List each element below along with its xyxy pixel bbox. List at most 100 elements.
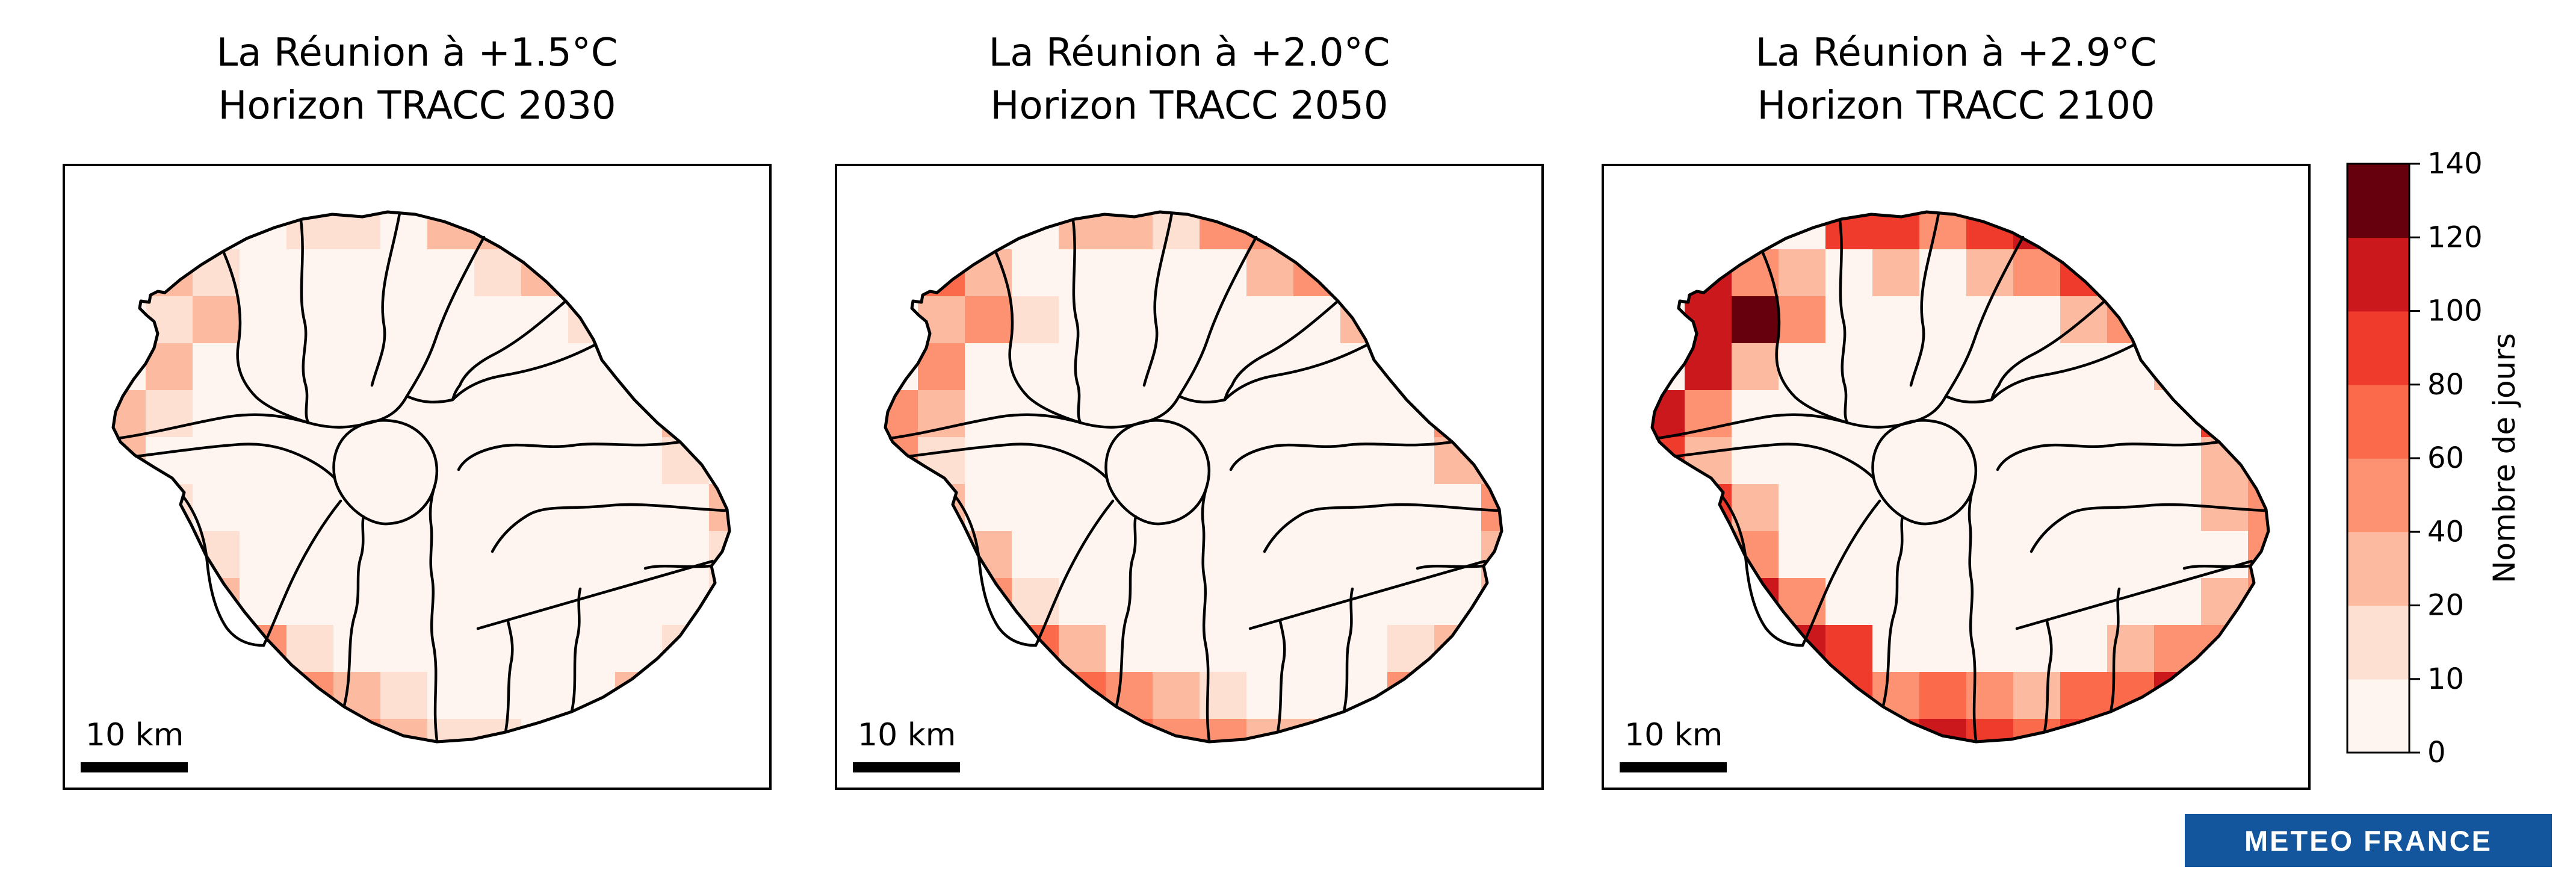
commune-boundary [643,564,713,570]
raster-cell [568,249,615,296]
panel-3-title: La Réunion à +2.9°C Horizon TRACC 2100 [1602,26,2311,132]
commune-boundary [1944,394,1993,404]
raster-cell [1012,672,1059,719]
scalebar-label: 10 km [85,717,184,753]
raster-cell [1919,212,1966,249]
raster-cell [2154,672,2201,719]
raster-cell [1732,578,1779,625]
raster-cell [2013,719,2060,742]
map-panel-2050: 10 km [835,164,1544,790]
raster-cell [2248,578,2268,625]
commune-boundary [370,211,401,387]
commune-boundary [1177,394,1227,404]
raster-cell [1481,437,1502,484]
raster-cell [1106,212,1153,249]
raster-cell [380,719,427,742]
scalebar-bar [1620,762,1727,772]
commune-boundary [458,299,568,387]
scalebar-label: 10 km [858,717,956,753]
commune-boundary [1263,503,1500,553]
raster-cell [1340,719,1387,742]
panel-frame [835,164,1544,790]
raster-cell [1825,625,1872,672]
raster-cell [1387,672,1434,719]
commune-boundary [342,515,365,707]
commune-boundary [2043,620,2053,734]
map-panel-2030: 10 km [63,164,772,790]
raster-cell [2248,437,2268,484]
commune-boundary [1223,384,1234,402]
raster-cell [1153,719,1200,742]
colorbar-segment [2347,237,2409,312]
raster-cell [1153,672,1200,719]
commune-boundary [994,251,1082,424]
commune-boundary [134,443,336,480]
raster-cell [1872,212,1919,249]
raster-cell [1012,296,1059,343]
panel-1-title-line1: La Réunion à +1.5°C [216,31,618,75]
raster-cell [333,212,380,249]
commune-boundary [1416,564,1485,570]
raster-cell [1106,672,1153,719]
commune-boundary [2030,503,2267,553]
commune-boundary [429,485,439,742]
raster-cell [1732,296,1779,343]
commune-boundary [1248,559,1487,630]
raster-cell [965,625,1012,672]
raster-cell [1481,531,1502,578]
commune-boundary [476,559,714,630]
commune-boundary [457,440,682,471]
raster-cell [1872,672,1919,719]
commune-boundary [1034,499,1115,647]
commune-boundary [332,419,439,526]
raster-cell [709,578,729,625]
colorbar-ticks: 0 10 20 40 60 80 100 120 140 [2409,151,2483,769]
colorbar-tick-label: 140 [2427,151,2483,181]
commune-boundary [2182,564,2252,570]
panel-2-title: La Réunion à +2.0°C Horizon TRACC 2050 [835,26,1544,132]
colorbar-tick-label: 10 [2427,662,2464,696]
commune-boundary [405,394,454,404]
raster-cell [286,212,333,249]
colorbar-axis-label: Nombre de jours [2487,333,2522,583]
raster-cell [1059,212,1106,249]
raster-cell [1106,719,1153,742]
colorbar-segment [2347,679,2409,753]
raster-cell [662,672,709,719]
island-outline [1650,210,2270,744]
commune-boundary [1838,219,1849,424]
raster-cell [1919,672,1966,719]
commune-boundary [888,413,1082,440]
raster-cell [333,719,380,742]
commune-boundary [953,494,1038,647]
raster-cell [1434,343,1481,390]
raster-cell [1825,719,1872,742]
meteo-france-logo-text: METEO FRANCE [2244,824,2492,857]
commune-boundary [181,494,265,647]
raster-cell [1732,625,1779,672]
raster-cell [1732,343,1779,390]
raster-cell [1340,249,1387,296]
panel-3-title-line1: La Réunion à +2.9°C [1755,31,2157,75]
commune-boundary [1230,299,1340,387]
colorbar-segment [2347,605,2409,680]
raster-cell [1246,719,1293,742]
colorbar-tick-label: 80 [2427,368,2464,402]
raster-cell [2107,719,2154,742]
map-panel-2100: 10 km [1602,164,2311,790]
commune-boundaries [116,211,728,742]
commune-boundary [1761,251,1849,424]
raster-cell [380,672,427,719]
meteo-france-logo: METEO FRANCE [2185,814,2552,867]
commune-boundary [1720,494,1804,647]
raster-cell [193,625,240,672]
commune-boundary [1104,419,1211,526]
commune-boundary [906,443,1109,480]
commune-boundary [2015,559,2253,630]
commune-boundary [1997,299,2107,387]
commune-boundary [1223,343,1370,402]
raster-cell [1779,578,1825,625]
raster-cell [1012,578,1059,625]
colorbar: 0 10 20 40 60 80 100 120 140 Nombre de jours [2346,151,2522,769]
raster-cell [333,672,380,719]
